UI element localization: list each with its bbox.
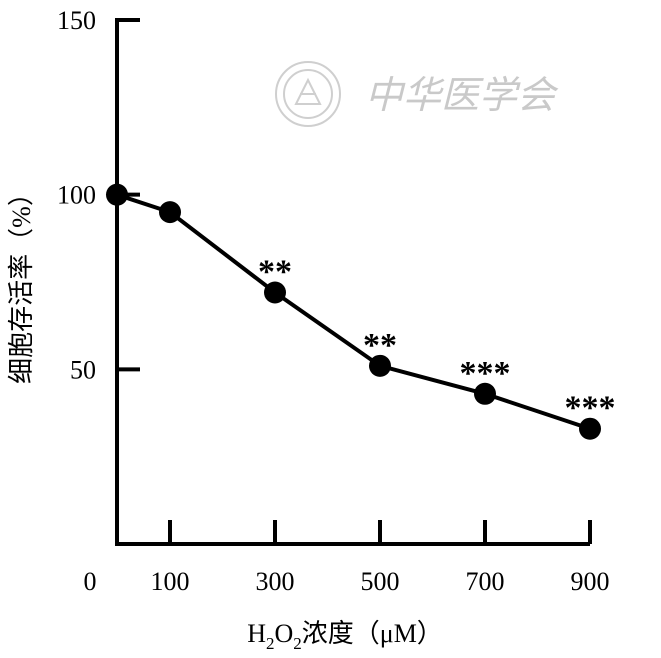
x-tick-label: 700: [466, 567, 505, 596]
x-axis-title-sub1: 2: [266, 634, 275, 653]
y-tick-label: 100: [57, 181, 96, 210]
y-tick-label: 50: [70, 355, 96, 384]
watermark-text: 中华医学会: [365, 73, 559, 117]
data-point: [264, 281, 286, 304]
x-tick-label: 300: [256, 567, 295, 596]
significance-labels: **********: [258, 253, 616, 426]
x-axis-title-rest: 浓度（μM）: [302, 619, 443, 648]
data-point: [579, 417, 601, 440]
x-tick-label: 500: [361, 567, 400, 596]
significance-label: **: [363, 327, 397, 364]
data-point: [474, 382, 496, 405]
series-markers: [106, 183, 601, 440]
data-point: [159, 201, 181, 224]
x-tick-label: 100: [151, 567, 190, 596]
significance-label: ***: [460, 355, 511, 392]
significance-label: ***: [565, 390, 616, 427]
x-tick-label: 900: [571, 567, 610, 596]
watermark: 中华医学会: [275, 61, 559, 127]
data-point: [369, 354, 391, 377]
series-polyline: [116, 192, 591, 431]
x-axis-title-o: O: [274, 619, 293, 648]
x-axis-title-sub2: 2: [293, 634, 302, 653]
seal-emblem-icon: [275, 61, 341, 127]
x-ticks: 0 100 300 500 700 900: [84, 520, 610, 596]
x-axis-title: H2O2浓度（μM）: [247, 619, 443, 653]
x-tick-label: 0: [84, 567, 97, 596]
y-tick-label: 150: [57, 6, 96, 35]
y-axis-title: 细胞存活率（%）: [7, 180, 36, 384]
data-point: [106, 183, 128, 206]
x-axis-title-h: H: [247, 619, 266, 648]
series-line: [116, 192, 591, 431]
significance-label: **: [258, 253, 292, 290]
y-ticks: 50 100 150: [57, 6, 140, 384]
